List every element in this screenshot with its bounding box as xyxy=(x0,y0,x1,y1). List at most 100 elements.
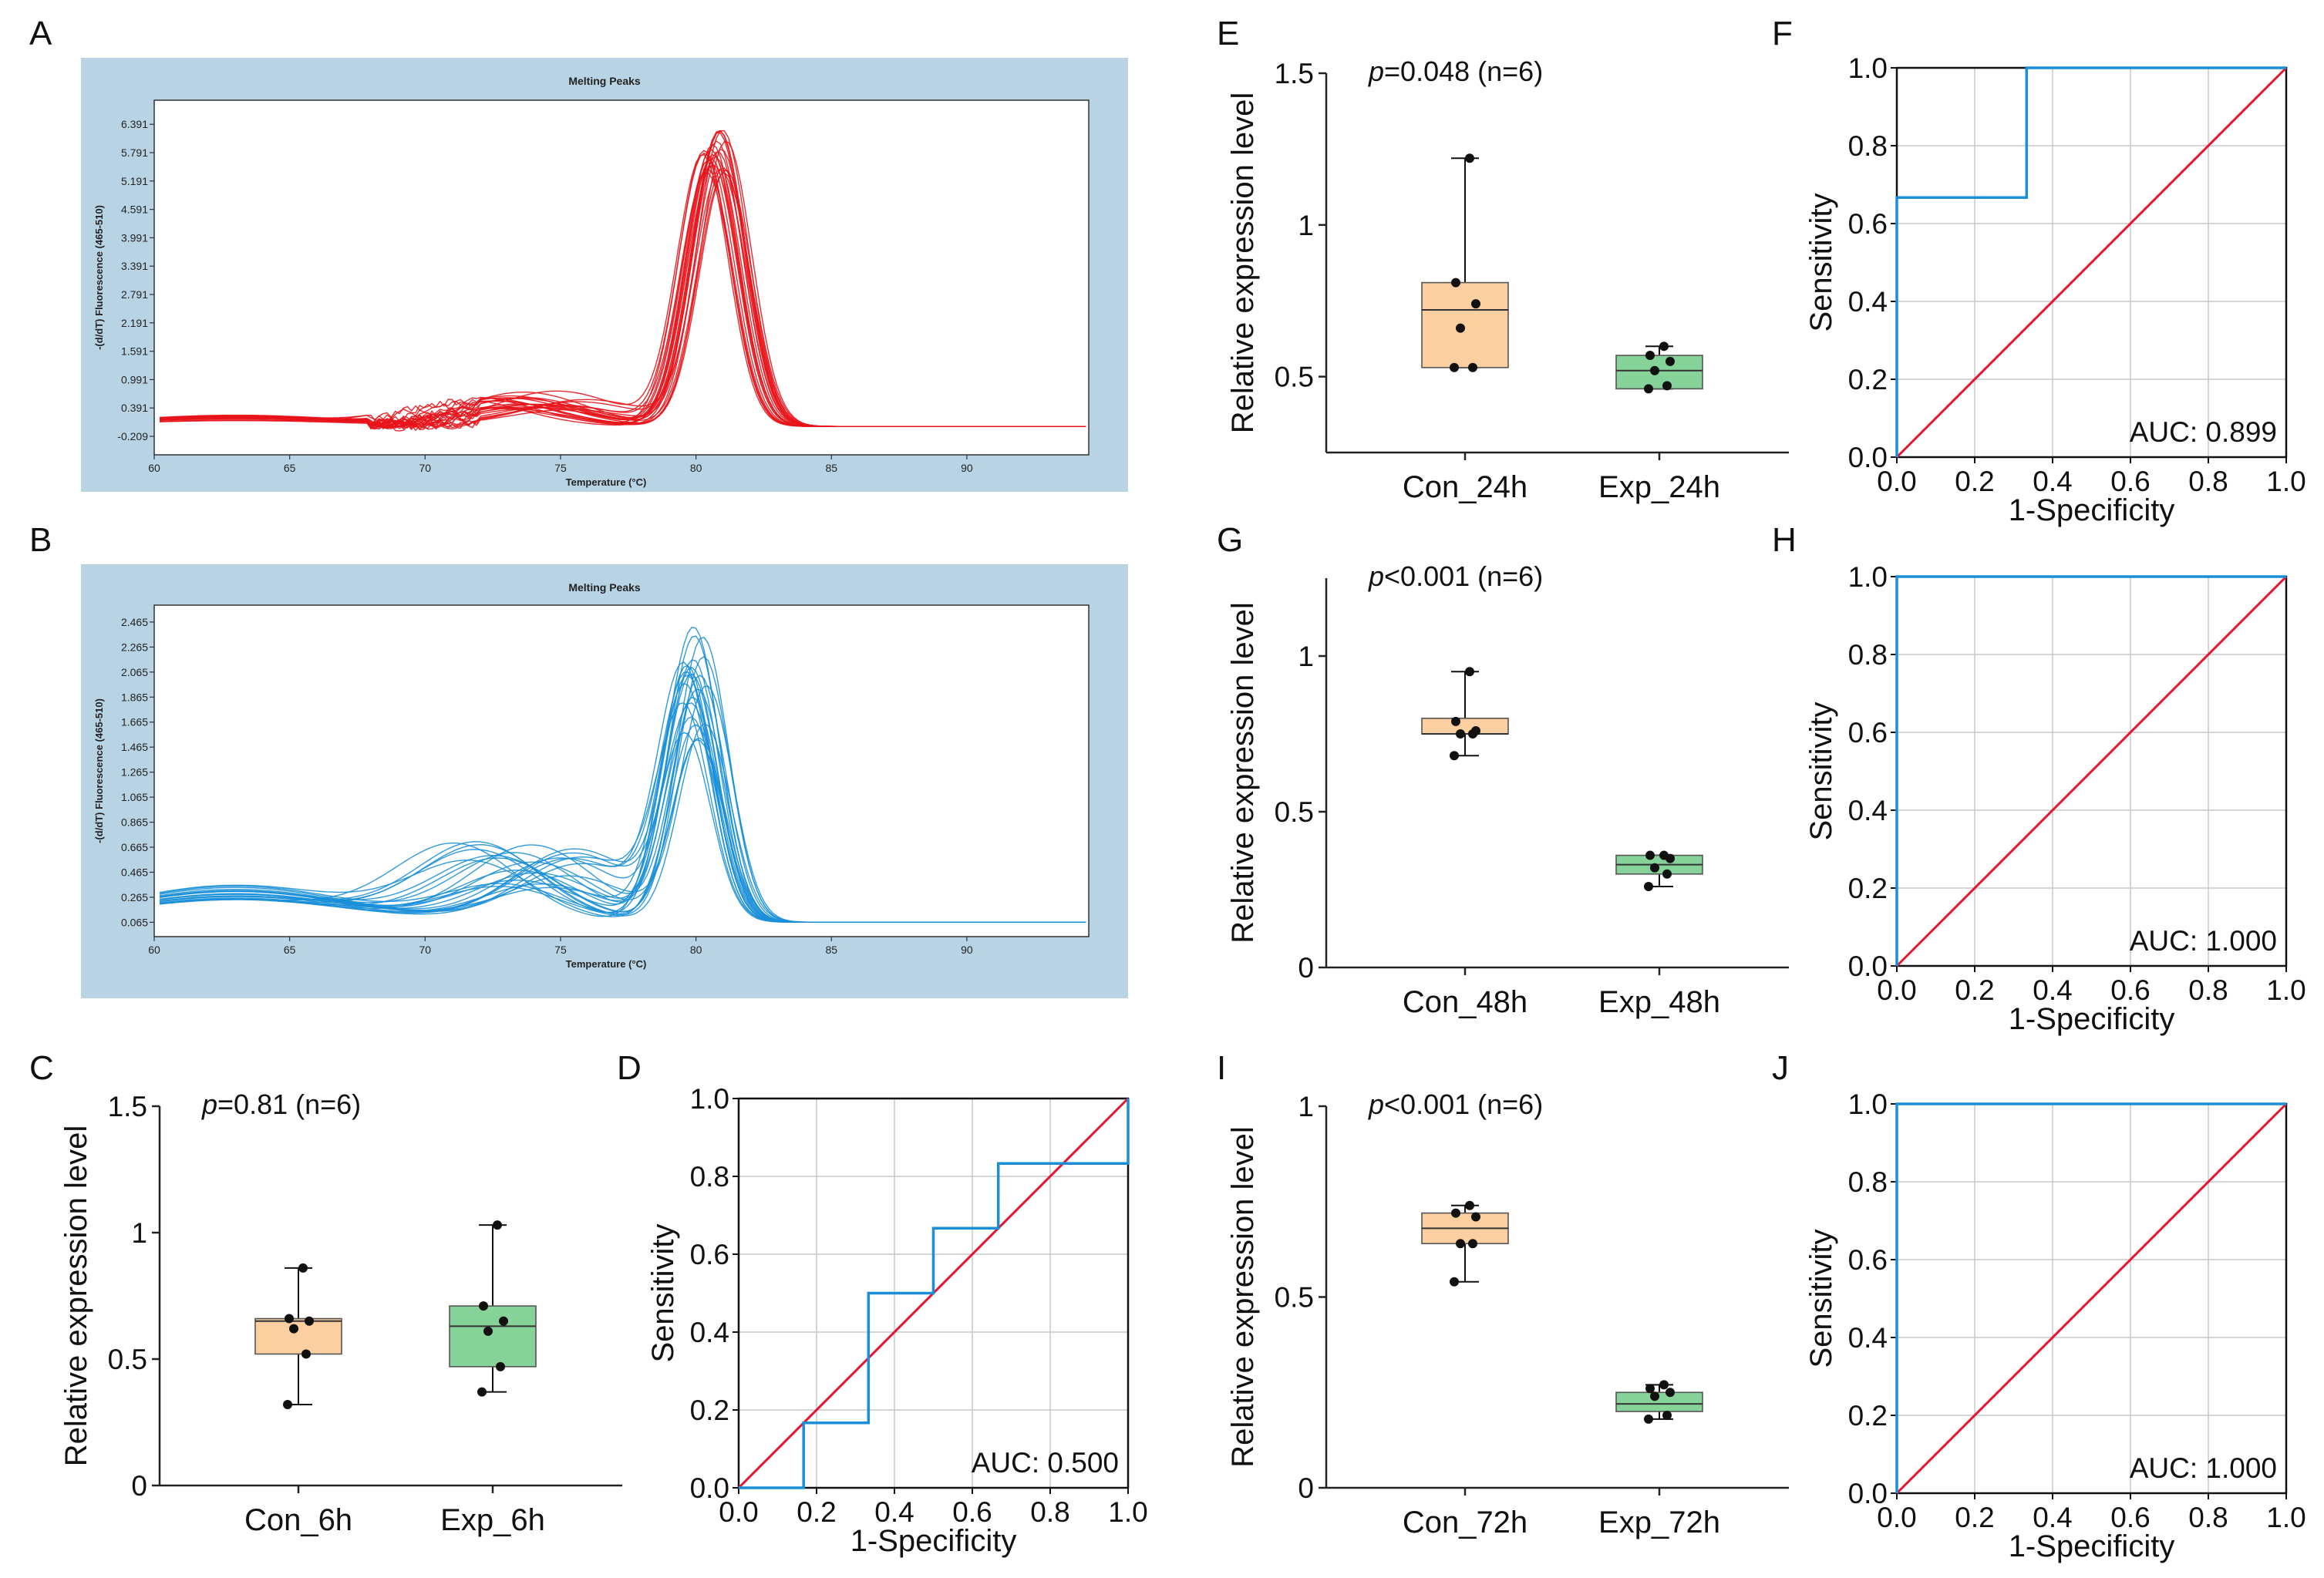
y-tick-label: 0.5 xyxy=(1275,796,1314,828)
data-point xyxy=(1662,1410,1672,1420)
panel-letter-a: A xyxy=(29,15,52,52)
data-point xyxy=(1468,1239,1477,1249)
auc-label: AUC: 0.500 xyxy=(972,1447,1119,1479)
x-tick-label: 85 xyxy=(825,462,837,474)
y-tick-label: 1.065 xyxy=(121,791,148,803)
y-axis-label: Sensitivity xyxy=(1804,193,1838,331)
y-tick-label: 1.865 xyxy=(121,691,148,703)
y-tick-label: 0.4 xyxy=(690,1317,729,1348)
panel-letter-i: I xyxy=(1217,1049,1226,1087)
p-symbol: p xyxy=(1368,1088,1384,1120)
panel-letter-d: D xyxy=(617,1049,642,1087)
roc-curve xyxy=(1895,575,2286,966)
x-tick-label: 0.6 xyxy=(2110,974,2150,1006)
box-iqr xyxy=(1615,355,1703,390)
x-tick-label: 0.2 xyxy=(1955,974,1994,1006)
data-point xyxy=(479,1301,488,1311)
y-tick-label: 0.2 xyxy=(1848,1400,1888,1432)
y-tick-label: 0.8 xyxy=(1848,130,1888,162)
x-tick-label: 75 xyxy=(554,462,567,474)
y-tick-label: 0.2 xyxy=(1848,364,1888,395)
x-tick-label: 70 xyxy=(419,944,432,956)
x-tick-label: Exp_6h xyxy=(440,1503,545,1537)
y-tick-label: 0.0 xyxy=(1848,1478,1888,1509)
box-iqr xyxy=(449,1305,537,1368)
x-axis-label: 1-Specificity xyxy=(2009,493,2175,527)
data-point xyxy=(1666,356,1675,366)
data-point xyxy=(1471,1212,1480,1222)
x-tick-label: 0.2 xyxy=(1955,466,1994,497)
x-tick-label: 70 xyxy=(419,462,432,474)
x-tick-label: Exp_24h xyxy=(1598,470,1720,504)
x-axis-label: 1-Specificity xyxy=(2009,1002,2175,1036)
x-tick-label: 90 xyxy=(961,462,973,474)
y-tick-label: 2.191 xyxy=(121,317,148,329)
data-point xyxy=(493,1220,502,1230)
y-tick-label: 0 xyxy=(1298,952,1314,984)
panel-letter-f: F xyxy=(1772,15,1793,52)
data-point xyxy=(1659,1380,1669,1390)
data-point xyxy=(1450,362,1459,372)
y-tick-label: 1 xyxy=(131,1217,147,1249)
box-iqr xyxy=(254,1317,342,1355)
x-tick-label: 85 xyxy=(825,944,837,956)
y-tick-label: 0.0 xyxy=(1848,442,1888,473)
y-axis-label: Relative expression level xyxy=(1226,1126,1260,1467)
y-tick-label: 0.6 xyxy=(1848,717,1888,749)
y-tick-label: 1 xyxy=(1298,1091,1314,1122)
p-value-text: <0.001 (n=6) xyxy=(1384,1088,1543,1120)
x-tick-label: 0.8 xyxy=(2188,466,2228,497)
roc-curve xyxy=(739,1099,1130,1489)
y-tick-label: 2.465 xyxy=(121,616,148,628)
y-tick-label: 3.991 xyxy=(121,231,148,244)
x-tick-label: Con_72h xyxy=(1403,1506,1527,1539)
y-axis-label: Sensitivity xyxy=(1804,702,1838,840)
data-point xyxy=(499,1316,508,1326)
data-point xyxy=(1451,278,1460,288)
box-group-exp-24h: Exp_24h xyxy=(1598,342,1720,504)
diagonal-reference-line xyxy=(1895,66,2288,459)
y-tick-label: 0.465 xyxy=(121,866,148,878)
data-point xyxy=(298,1263,308,1273)
y-tick-label: 1 xyxy=(1298,641,1314,672)
p-value-text: =0.048 (n=6) xyxy=(1384,56,1543,87)
y-tick-label: 0.665 xyxy=(121,841,148,853)
box-group-exp-48h: Exp_48h xyxy=(1598,850,1720,1019)
y-tick-label: 0.6 xyxy=(1848,208,1888,240)
x-tick-label: 0.4 xyxy=(874,1496,914,1528)
data-point xyxy=(1666,1388,1675,1398)
y-tick-label: 6.391 xyxy=(121,118,148,130)
data-point xyxy=(301,1349,311,1359)
y-axis-label: Relative expression level xyxy=(1226,602,1260,943)
data-point xyxy=(1456,729,1465,739)
x-tick-label: 0.8 xyxy=(1030,1496,1069,1528)
data-point xyxy=(1650,863,1659,873)
diagonal-reference-line xyxy=(1895,575,2288,967)
x-tick-label: 65 xyxy=(284,462,296,474)
p-symbol: p xyxy=(1368,56,1384,87)
box-plot-chart-c: 0 0.5 1 1.5 Relative expression level p=0.81 … xyxy=(59,1088,622,1537)
x-tick-label: 0.4 xyxy=(2033,1502,2072,1533)
x-tick-label: 0.8 xyxy=(2188,974,2228,1006)
y-tick-label: 1.591 xyxy=(121,345,148,358)
melt-curve xyxy=(159,167,1086,429)
plot-area xyxy=(153,99,1090,456)
data-point xyxy=(483,1326,493,1336)
data-point xyxy=(1450,751,1459,761)
box-iqr xyxy=(1615,1391,1703,1412)
data-point xyxy=(1456,1239,1465,1249)
melting-peaks-chart-b: Melting Peaks 60 65 70 75 80 85 90 2.465 2.265 2.0… xyxy=(81,564,1128,998)
data-point xyxy=(289,1324,298,1334)
x-tick-label: 75 xyxy=(554,944,567,956)
data-point xyxy=(1456,323,1465,333)
data-point xyxy=(283,1400,292,1410)
x-tick-label: 80 xyxy=(690,944,702,956)
x-tick-label: Exp_48h xyxy=(1598,985,1720,1019)
y-axis-label: -(d/dT) Fluorescence (465-510) xyxy=(93,205,105,350)
y-tick-label: 2.065 xyxy=(121,666,148,678)
auc-label: AUC: 0.899 xyxy=(2130,416,2277,448)
x-axis-label: Temperature (°C) xyxy=(566,476,647,488)
y-tick-label: 3.391 xyxy=(121,260,148,272)
data-point xyxy=(1465,1200,1474,1210)
